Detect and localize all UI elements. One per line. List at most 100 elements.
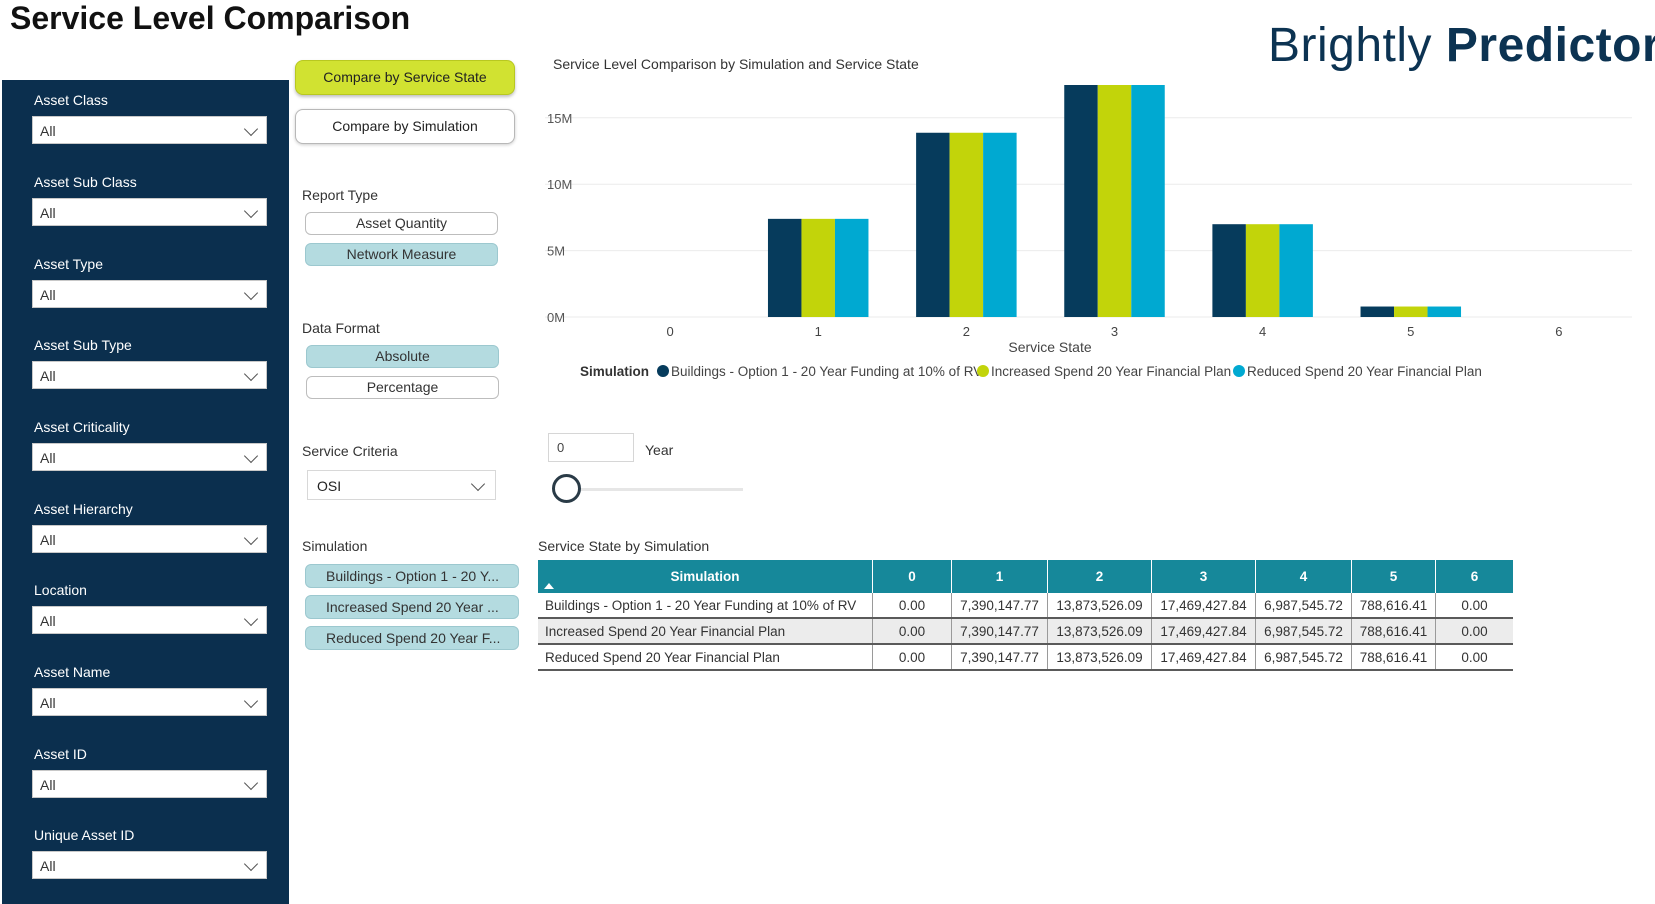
table-cell: 0.00 [872, 593, 952, 619]
simulation-filter-item[interactable]: Increased Spend 20 Year ... [305, 595, 519, 619]
asset-name-dropdown[interactable]: All [32, 688, 267, 716]
simulation-filter-item[interactable]: Buildings - Option 1 - 20 Y... [305, 564, 519, 588]
table-row: Buildings - Option 1 - 20 Year Funding a… [538, 593, 1513, 619]
bar [1427, 306, 1462, 317]
column-header[interactable]: 1 [951, 560, 1048, 593]
column-header[interactable]: 2 [1047, 560, 1152, 593]
column-header[interactable]: 6 [1435, 560, 1513, 593]
table-cell: 788,616.41 [1351, 593, 1436, 619]
location-dropdown[interactable]: All [32, 606, 267, 634]
table-cell: 17,469,427.84 [1151, 618, 1256, 645]
table-cell: 6,987,545.72 [1255, 644, 1352, 671]
asset-type-dropdown[interactable]: All [32, 280, 267, 308]
slicer-label-asset-sub-class: Asset Sub Class [34, 174, 137, 190]
slicer-label-asset-id: Asset ID [34, 746, 87, 762]
table-cell: Reduced Spend 20 Year Financial Plan [538, 644, 873, 671]
bar [983, 132, 1017, 317]
slicer-label-asset-name: Asset Name [34, 664, 111, 680]
column-header[interactable]: 5 [1351, 560, 1436, 593]
year-slider-handle[interactable] [552, 474, 581, 503]
simulation-filter-label: Simulation [302, 538, 368, 554]
table-cell: 13,873,526.09 [1047, 593, 1152, 619]
data-format-absolute-button[interactable]: Absolute [306, 345, 499, 368]
table-cell: 17,469,427.84 [1151, 644, 1256, 671]
chevron-down-icon [243, 611, 259, 627]
table-header-row: Simulation 0 1 2 3 4 5 6 [538, 560, 1513, 593]
chevron-down-icon [243, 856, 259, 872]
report-type-label: Report Type [302, 187, 379, 203]
legend-label: Reduced Spend 20 Year Financial Plan [1247, 364, 1482, 379]
service-level-bar-chart: 0M5M10M15MNetwork Measure0123456Service … [545, 85, 1632, 379]
simulation-filter-item[interactable]: Reduced Spend 20 Year F... [305, 626, 519, 650]
service-state-table: Simulation 0 1 2 3 4 5 6 Buildings - Opt… [538, 560, 1513, 671]
table-cell: Increased Spend 20 Year Financial Plan [538, 618, 873, 645]
asset-sub-class-dropdown[interactable]: All [32, 198, 267, 226]
asset-class-dropdown[interactable]: All [32, 116, 267, 144]
chevron-down-icon [243, 775, 259, 791]
legend-swatch [1233, 365, 1245, 377]
table-cell: 0.00 [872, 618, 952, 645]
bar [1064, 85, 1098, 317]
asset-criticality-dropdown[interactable]: All [32, 443, 267, 471]
column-header-simulation[interactable]: Simulation [538, 560, 873, 593]
table-cell: 17,469,427.84 [1151, 593, 1256, 619]
asset-hierarchy-dropdown[interactable]: All [32, 525, 267, 553]
dropdown-value: All [40, 695, 56, 711]
x-tick-label: 3 [1111, 324, 1118, 339]
table-cell: 6,987,545.72 [1255, 618, 1352, 645]
report-type-asset-quantity-button[interactable]: Asset Quantity [305, 212, 498, 235]
column-header[interactable]: 3 [1151, 560, 1256, 593]
chevron-down-icon [243, 693, 259, 709]
dropdown-value: All [40, 858, 56, 874]
x-tick-label: 5 [1407, 324, 1414, 339]
asset-sub-type-dropdown[interactable]: All [32, 361, 267, 389]
year-slider-track[interactable] [568, 488, 743, 491]
brand-logo: Brightly Predictor [1268, 18, 1655, 73]
asset-id-dropdown[interactable]: All [32, 770, 267, 798]
service-criteria-dropdown[interactable]: OSI [307, 470, 496, 500]
bar [949, 132, 984, 317]
unique-asset-id-dropdown[interactable]: All [32, 851, 267, 879]
table-cell: 7,390,147.77 [951, 644, 1048, 671]
table-title: Service State by Simulation [538, 538, 710, 554]
chevron-down-icon [243, 285, 259, 301]
table-cell: 788,616.41 [1351, 644, 1436, 671]
table-cell: 13,873,526.09 [1047, 618, 1152, 645]
bar [801, 218, 835, 317]
dropdown-value: OSI [317, 478, 342, 494]
year-input[interactable] [548, 433, 634, 462]
compare-by-service-state-button[interactable]: Compare by Service State [295, 60, 515, 95]
compare-by-simulation-button[interactable]: Compare by Simulation [295, 109, 515, 144]
column-header[interactable]: 0 [872, 560, 952, 593]
chevron-down-icon [243, 203, 259, 219]
slicer-label-asset-type: Asset Type [34, 256, 104, 272]
bar [1360, 306, 1395, 317]
year-label: Year [645, 442, 674, 458]
y-tick-label: 5M [547, 244, 565, 259]
dropdown-value: All [40, 777, 56, 793]
legend-label: Buildings - Option 1 - 20 Year Funding a… [671, 364, 982, 379]
report-type-network-measure-button[interactable]: Network Measure [305, 243, 498, 266]
slicer-label-asset-criticality: Asset Criticality [34, 419, 130, 435]
data-format-percentage-button[interactable]: Percentage [306, 376, 499, 399]
table-cell: 0.00 [872, 644, 952, 671]
table-cell: Buildings - Option 1 - 20 Year Funding a… [538, 593, 873, 619]
column-header[interactable]: 4 [1255, 560, 1352, 593]
dropdown-value: All [40, 450, 56, 466]
table-cell: 788,616.41 [1351, 618, 1436, 645]
dropdown-value: All [40, 123, 56, 139]
x-tick-label: 2 [963, 324, 970, 339]
bar [1131, 85, 1165, 317]
bar [1245, 224, 1280, 317]
slicer-label-asset-class: Asset Class [34, 92, 108, 108]
x-tick-label: 1 [815, 324, 822, 339]
chevron-down-icon [243, 121, 259, 137]
chevron-down-icon [243, 530, 259, 546]
legend-label: Increased Spend 20 Year Financial Plan [991, 364, 1231, 379]
service-criteria-label: Service Criteria [302, 443, 398, 459]
slicer-panel: Asset Class All Asset Sub Class All Asse… [2, 80, 289, 904]
x-tick-label: 0 [666, 324, 673, 339]
dropdown-value: All [40, 613, 56, 629]
y-tick-label: 15M [547, 111, 572, 126]
x-tick-label: 4 [1259, 324, 1266, 339]
